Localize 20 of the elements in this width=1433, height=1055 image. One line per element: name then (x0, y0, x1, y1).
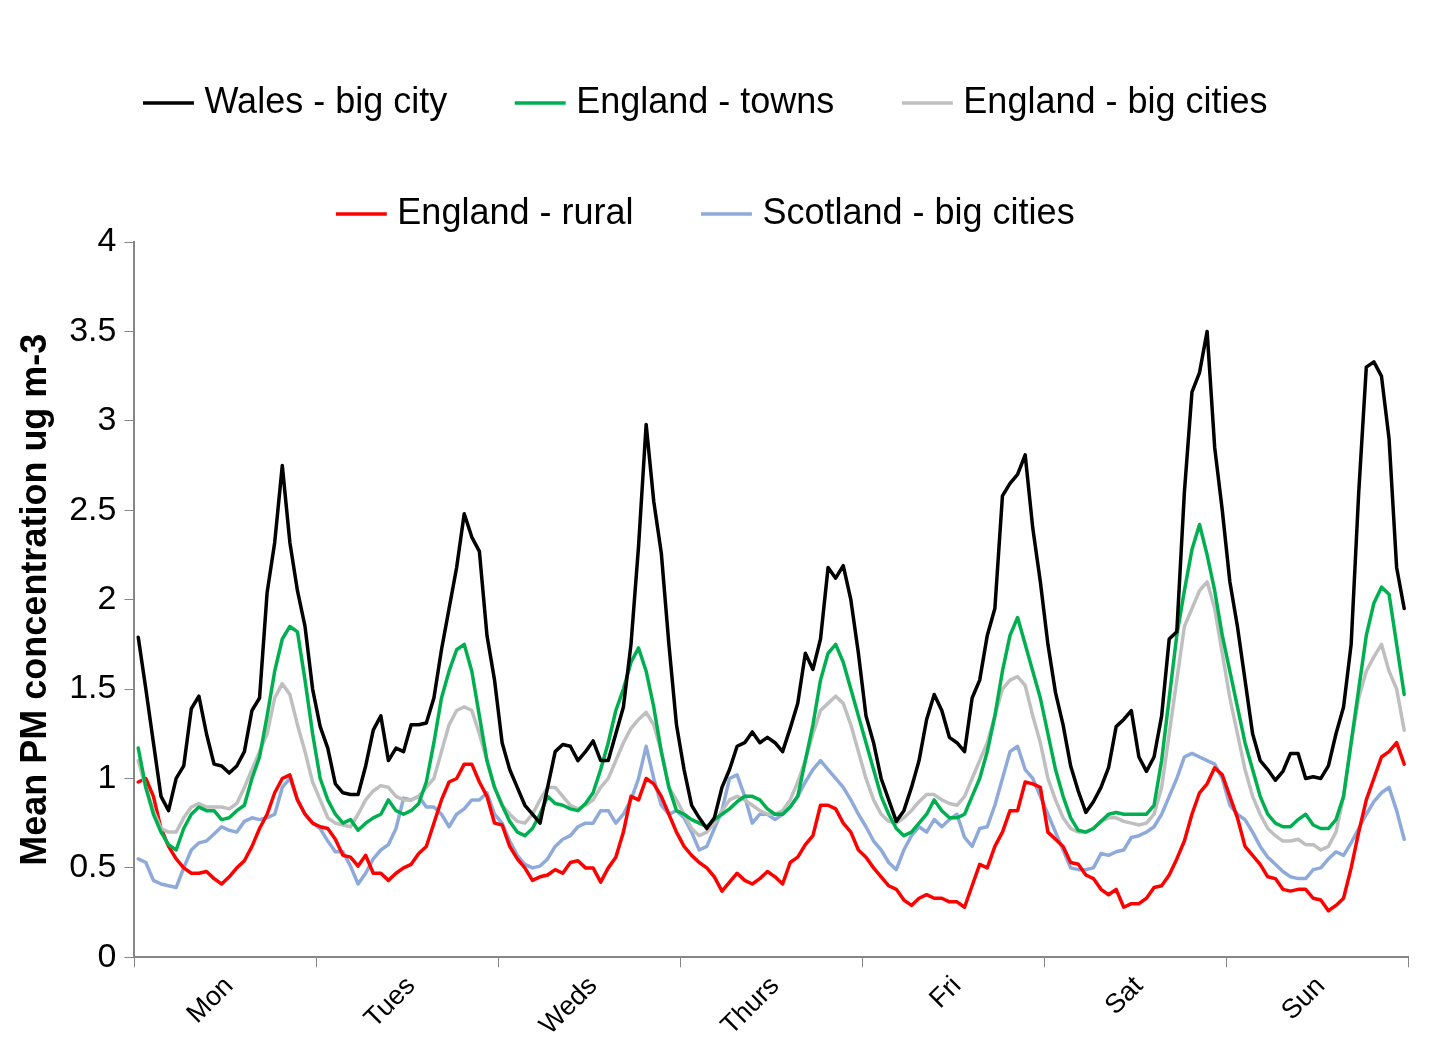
legend-label: England - rural (397, 190, 634, 232)
x-tick-label: Mon (180, 970, 239, 1029)
y-tick-label: 0 (97, 935, 117, 974)
y-tick-label: 1 (97, 756, 117, 795)
x-tick-label: Tues (357, 970, 421, 1033)
legend-label: Scotland - big cities (762, 190, 1075, 232)
y-tick-label: 4 (97, 220, 117, 259)
legend-label: Wales - big city (204, 79, 448, 121)
y-tick-label: 2.5 (69, 488, 117, 527)
x-tick-label: Fri (922, 970, 967, 1014)
y-tick-label: 3 (97, 399, 117, 438)
x-tick-label: Sat (1098, 969, 1149, 1020)
legend-label: England - towns (576, 79, 835, 121)
x-tick-label: Sun (1275, 970, 1331, 1026)
y-tick-label: 3.5 (69, 309, 117, 348)
y-tick-label: 1.5 (69, 667, 117, 706)
y-tick-label: 2 (97, 578, 117, 617)
legend-label: England - big cities (963, 79, 1268, 121)
y-tick-label: 0.5 (69, 846, 117, 885)
y-axis-title: Mean PM concentration ug m-3 (12, 333, 54, 866)
